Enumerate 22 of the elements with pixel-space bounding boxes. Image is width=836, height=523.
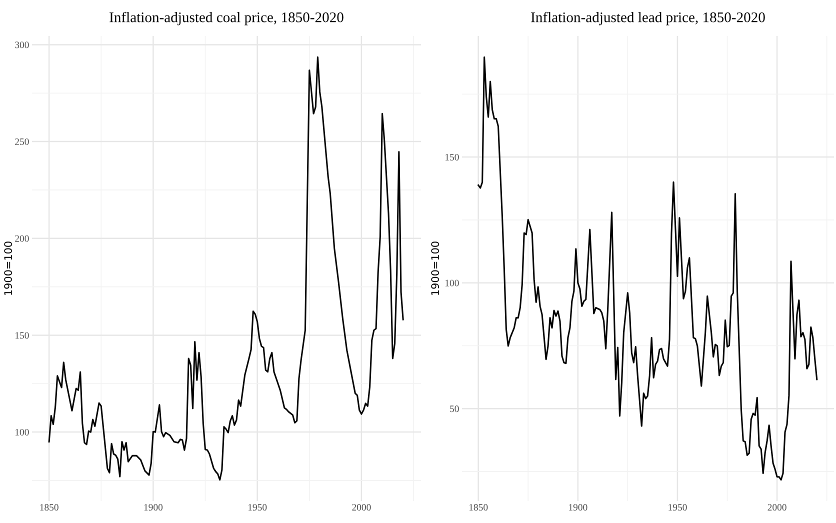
chart-title: Inflation-adjusted coal price, 1850-2020 bbox=[110, 12, 344, 26]
x-tick-label: 1950 bbox=[248, 504, 267, 511]
x-tick-label: 1900 bbox=[569, 504, 588, 511]
y-axis-title: 1900=100 bbox=[4, 242, 12, 295]
y-tick-label: 150 bbox=[445, 154, 459, 160]
y-tick-label: 250 bbox=[15, 138, 29, 146]
y-tick-label: 100 bbox=[15, 428, 29, 436]
y-axis-title: 1900=100 bbox=[431, 242, 440, 295]
x-tick-label: 1900 bbox=[144, 504, 163, 511]
y-tick-label: 50 bbox=[450, 406, 459, 412]
chart-title: Inflation-adjusted lead price, 1850-2020 bbox=[531, 12, 765, 26]
x-tick-label: 1850 bbox=[469, 504, 488, 511]
x-tick-label: 1850 bbox=[40, 504, 58, 511]
y-tick-label: 150 bbox=[15, 332, 29, 339]
line-series bbox=[48, 56, 404, 481]
x-tick-label: 1950 bbox=[668, 504, 687, 511]
y-tick-label: 300 bbox=[15, 42, 29, 48]
line-series bbox=[478, 56, 818, 481]
x-tick-label: 2000 bbox=[768, 504, 786, 511]
x-tick-label: 2000 bbox=[352, 504, 371, 511]
y-tick-label: 100 bbox=[445, 280, 459, 286]
y-tick-label: 200 bbox=[15, 235, 29, 242]
